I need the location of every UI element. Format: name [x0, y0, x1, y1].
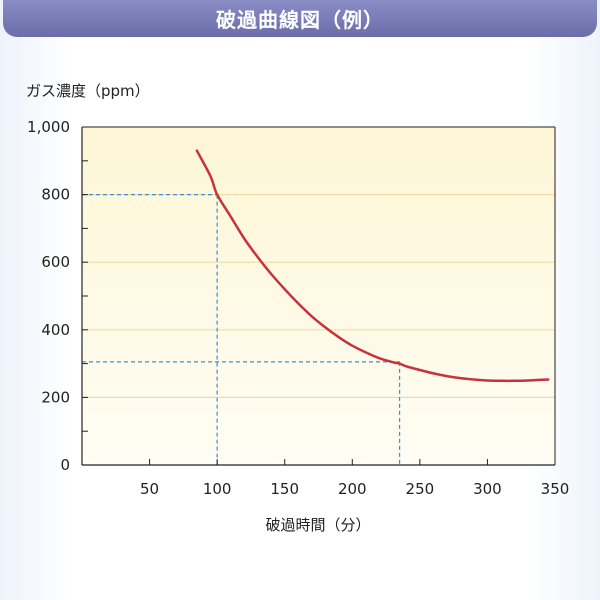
series-curve [195, 149, 550, 383]
y-axis-label: ガス濃度（ppm） [26, 82, 150, 100]
y-tick-label: 200 [41, 388, 70, 406]
title-bar: 破過曲線図（例） [3, 0, 597, 37]
x-tick-label: 300 [473, 480, 502, 498]
x-tick-label: 200 [338, 480, 367, 498]
x-tick-label: 250 [406, 480, 435, 498]
y-tick-label: 800 [41, 186, 70, 204]
plot-area [82, 127, 555, 465]
y-tick-label: 600 [41, 253, 70, 271]
y-tick-label: 1,000 [27, 118, 70, 136]
chart-title: 破過曲線図（例） [216, 8, 384, 32]
y-tick-label: 400 [41, 321, 70, 339]
x-tick-label: 50 [140, 480, 159, 498]
x-tick-label: 100 [203, 480, 232, 498]
x-tick-label: 350 [541, 480, 570, 498]
y-tick-label: 0 [60, 456, 70, 474]
x-tick-label: 150 [270, 480, 299, 498]
x-axis-label: 破過時間（分） [265, 516, 370, 534]
